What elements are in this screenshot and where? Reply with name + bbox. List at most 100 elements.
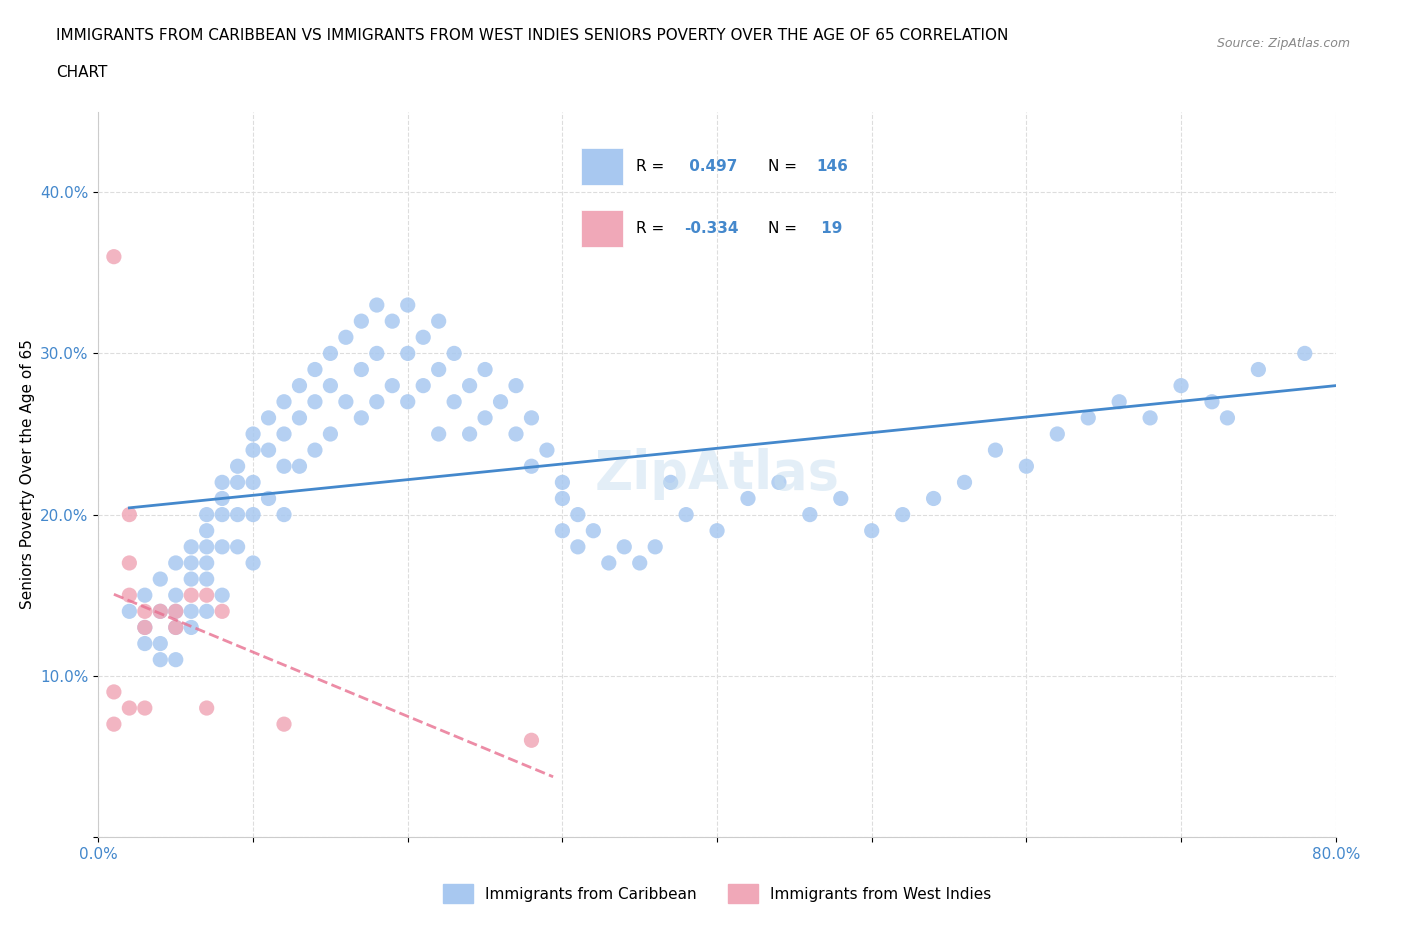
Point <box>706 524 728 538</box>
Point <box>520 458 543 473</box>
Point <box>149 604 172 618</box>
Point <box>427 313 450 328</box>
Point <box>319 427 342 442</box>
Point <box>458 379 481 393</box>
Point <box>211 588 233 603</box>
Point <box>180 555 202 570</box>
Point <box>675 507 697 522</box>
Point <box>737 491 759 506</box>
Point <box>211 507 233 522</box>
Point <box>195 524 218 538</box>
Point <box>396 298 419 312</box>
Point <box>350 362 373 377</box>
Point <box>242 443 264 458</box>
Point <box>474 410 496 425</box>
Point <box>288 458 311 473</box>
Point <box>505 379 527 393</box>
Point <box>118 700 141 715</box>
Point <box>195 572 218 587</box>
Point <box>412 330 434 345</box>
Point <box>165 652 187 667</box>
Point <box>180 588 202 603</box>
Point <box>195 588 218 603</box>
Point <box>165 620 187 635</box>
Point <box>195 539 218 554</box>
Point <box>350 410 373 425</box>
Point <box>288 410 311 425</box>
Point <box>195 700 218 715</box>
Point <box>1139 410 1161 425</box>
Point <box>134 604 156 618</box>
Point <box>118 588 141 603</box>
Point <box>551 475 574 490</box>
Point <box>149 652 172 667</box>
Point <box>273 394 295 409</box>
Point <box>335 394 357 409</box>
Point <box>149 636 172 651</box>
Point <box>628 555 651 570</box>
Point <box>242 427 264 442</box>
Point <box>551 491 574 506</box>
Point <box>335 330 357 345</box>
Point <box>165 604 187 618</box>
Point <box>165 604 187 618</box>
Point <box>582 524 605 538</box>
Point <box>953 475 976 490</box>
Point <box>242 507 264 522</box>
Point <box>180 572 202 587</box>
Point <box>273 507 295 522</box>
Point <box>922 491 945 506</box>
Point <box>458 427 481 442</box>
Point <box>443 394 465 409</box>
Point <box>180 620 202 635</box>
Point <box>427 427 450 442</box>
Text: CHART: CHART <box>56 65 108 80</box>
Point <box>211 604 233 618</box>
Point <box>350 313 373 328</box>
Point <box>520 733 543 748</box>
Point <box>1294 346 1316 361</box>
Point <box>195 507 218 522</box>
Point <box>242 555 264 570</box>
Point <box>134 620 156 635</box>
Point <box>381 379 404 393</box>
Point <box>474 362 496 377</box>
Point <box>984 443 1007 458</box>
Text: IMMIGRANTS FROM CARIBBEAN VS IMMIGRANTS FROM WEST INDIES SENIORS POVERTY OVER TH: IMMIGRANTS FROM CARIBBEAN VS IMMIGRANTS … <box>56 28 1008 43</box>
Point <box>366 394 388 409</box>
Point <box>304 443 326 458</box>
Point <box>381 313 404 328</box>
Point <box>505 427 527 442</box>
Point <box>226 507 249 522</box>
Point <box>396 394 419 409</box>
Point <box>195 555 218 570</box>
Point <box>768 475 790 490</box>
Point <box>396 346 419 361</box>
Point <box>366 346 388 361</box>
Point <box>211 491 233 506</box>
Point <box>134 620 156 635</box>
Point <box>1247 362 1270 377</box>
Point <box>103 249 125 264</box>
Point <box>891 507 914 522</box>
Point <box>273 717 295 732</box>
Point <box>195 604 218 618</box>
Text: Source: ZipAtlas.com: Source: ZipAtlas.com <box>1216 37 1350 50</box>
Point <box>180 539 202 554</box>
Point <box>319 346 342 361</box>
Point <box>288 379 311 393</box>
Point <box>659 475 682 490</box>
Point <box>1201 394 1223 409</box>
Point <box>412 379 434 393</box>
Point <box>103 717 125 732</box>
Point <box>489 394 512 409</box>
Point <box>226 539 249 554</box>
Point <box>149 572 172 587</box>
Point <box>273 458 295 473</box>
Point <box>257 491 280 506</box>
Point <box>257 443 280 458</box>
Point <box>242 475 264 490</box>
Point <box>273 427 295 442</box>
Point <box>304 394 326 409</box>
Point <box>257 410 280 425</box>
